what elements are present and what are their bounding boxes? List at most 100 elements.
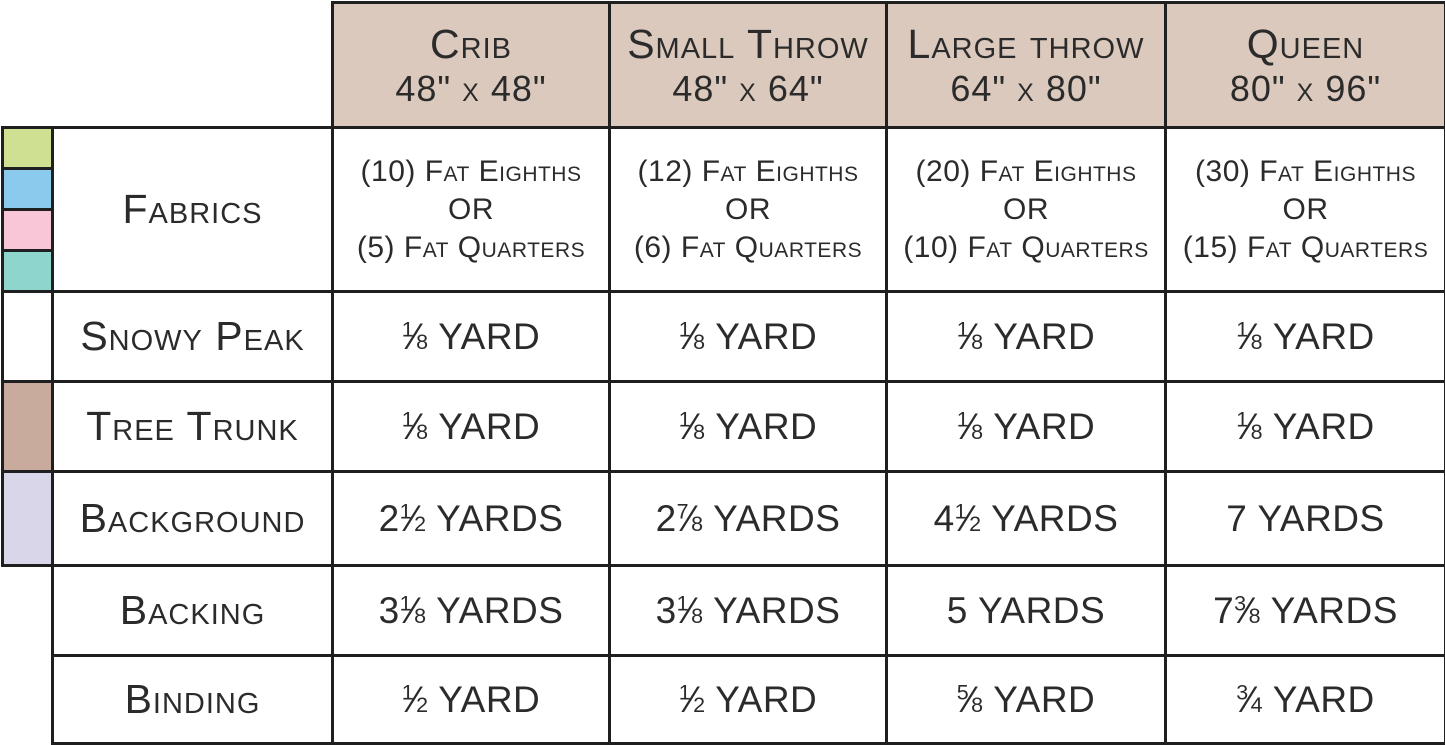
fraction-part: ⁄	[411, 315, 418, 357]
value-cell: 1⁄8 YARD	[608, 290, 888, 383]
fabric-count-line: (10) Fat Quarters	[903, 230, 1149, 264]
size-header-row: Crib 48" x 48" Small Throw 48" x 64" Large t…	[2, 1, 1445, 129]
value-cell: 41⁄2 YARDS	[885, 470, 1167, 567]
fraction-part: ⁄	[1244, 589, 1251, 631]
value-cell: (12) Fat Eighths OR (6) Fat Quarters	[608, 126, 888, 293]
value-cell: 1⁄8 YARD	[885, 380, 1167, 473]
row-label: Fabrics	[51, 126, 334, 293]
fraction-part: 7	[676, 499, 689, 524]
value-cell: (20) Fat Eighths OR (10) Fat Quarters	[885, 126, 1167, 293]
fabric-count-line: OR	[448, 192, 494, 226]
size-name: Queen	[1246, 20, 1365, 67]
fabric-color-swatch	[1, 470, 54, 567]
fraction-part: ⁄	[688, 678, 695, 720]
fraction-part: ⁄	[966, 315, 973, 357]
fabric-swatch-stack	[1, 126, 54, 293]
size-column-header-queen: Queen 80" x 96"	[1164, 1, 1445, 129]
fraction-part: ⁄	[411, 405, 418, 447]
fabric-color-swatch	[1, 380, 54, 473]
value-cell: 1⁄8 YARD	[1164, 290, 1445, 383]
fraction-part: ⁄	[409, 589, 416, 631]
fraction-part: 1	[954, 499, 967, 524]
size-column-header-large-throw: Large throw 64" x 80"	[885, 1, 1167, 129]
fraction-part: 8	[971, 692, 984, 717]
fabric-swatch-stack-inner	[4, 129, 51, 290]
size-dimensions: 80" x 96"	[1229, 67, 1382, 109]
row-label: Snowy Peak	[51, 290, 334, 383]
fraction-part: 1	[678, 407, 691, 432]
fraction-part: ⁄	[409, 497, 416, 539]
fabric-color-swatch	[4, 129, 51, 170]
fraction-part: 8	[1250, 419, 1263, 444]
value-cell: 5⁄8 YARD	[885, 654, 1167, 745]
fraction-part: 2	[414, 511, 427, 536]
size-dimensions: 48" x 48"	[395, 67, 547, 109]
fraction-part: 2	[416, 692, 429, 717]
row-label: Tree Trunk	[51, 380, 334, 473]
size-column-header-small-throw: Small Throw 48" x 64"	[608, 1, 888, 129]
row-label: Background	[51, 470, 334, 567]
row-label: Binding	[51, 654, 334, 745]
fraction-part: 1	[401, 317, 414, 342]
value-cell: 31⁄8 YARDS	[608, 564, 888, 657]
fraction-part: ⁄	[966, 678, 973, 720]
size-dimensions: 48" x 64"	[672, 67, 824, 109]
value-cell: (10) Fat Eighths OR (5) Fat Quarters	[331, 126, 611, 293]
fraction-part: 1	[676, 591, 689, 616]
fraction-part: 8	[691, 603, 704, 628]
fraction-part: 1	[401, 407, 414, 432]
fraction-part: 3	[1234, 591, 1247, 616]
table-row-binding: Binding 1⁄2 YARD 1⁄2 YARD 5⁄8 YARD 3⁄4 YARD	[2, 654, 1445, 745]
size-column-header-crib: Crib 48" x 48"	[331, 1, 611, 129]
fraction-part: 8	[416, 419, 429, 444]
requirements-rows: Fabrics (10) Fat Eighths OR (5) Fat Quarter…	[1, 126, 1445, 745]
table-row-background: Background 21⁄2 YARDS 27⁄8 YARDS 41⁄2 YARDS…	[1, 470, 1445, 567]
value-cell: 1⁄8 YARD	[331, 290, 611, 383]
value-cell: 5 YARDS	[885, 564, 1167, 657]
fraction-part: 5	[956, 680, 969, 705]
fraction-part: ⁄	[686, 589, 693, 631]
fraction-part: 8	[1250, 329, 1263, 354]
table-row-tree-trunk: Tree Trunk 1⁄8 YARD 1⁄8 YARD 1⁄8 YARD 1⁄8 YA…	[1, 380, 1445, 473]
fraction-part: ⁄	[1246, 405, 1253, 447]
table-row-fabrics: Fabrics (10) Fat Eighths OR (5) Fat Quarter…	[1, 126, 1445, 293]
fabric-color-swatch	[1, 290, 54, 383]
value-cell: 1⁄8 YARD	[331, 380, 611, 473]
fraction-part: ⁄	[1246, 315, 1253, 357]
table-row-backing: Backing 31⁄8 YARDS 31⁄8 YARDS 5 YARDS 73⁄8 Y…	[2, 564, 1445, 657]
fabric-color-swatch	[4, 170, 51, 211]
fraction-part: 1	[678, 317, 691, 342]
fraction-part: 8	[1248, 603, 1261, 628]
fabric-color-swatch	[4, 211, 51, 252]
fraction-part: 1	[1236, 317, 1249, 342]
fraction-part: ⁄	[686, 497, 693, 539]
value-cell: 73⁄8 YARDS	[1164, 564, 1445, 657]
header-spacer	[2, 2, 333, 128]
fabric-count-line: (6) Fat Quarters	[633, 230, 863, 264]
fraction-part: 2	[693, 692, 706, 717]
fraction-part: 1	[956, 317, 969, 342]
fraction-part: 8	[691, 511, 704, 536]
fraction-part: 1	[956, 407, 969, 432]
fraction-part: ⁄	[966, 405, 973, 447]
fabric-count-line: OR	[725, 192, 771, 226]
fraction-part: 8	[414, 603, 427, 628]
fabric-count-line: (15) Fat Quarters	[1182, 230, 1429, 264]
fraction-part: 1	[678, 680, 691, 705]
value-cell: 1⁄2 YARD	[331, 654, 611, 745]
fraction-part: 1	[401, 680, 414, 705]
fabric-count-line: (5) Fat Quarters	[356, 230, 586, 264]
size-name: Large throw	[907, 20, 1145, 67]
fraction-part: 2	[969, 511, 982, 536]
fraction-part: 8	[693, 419, 706, 444]
fabric-count-line: (20) Fat Eighths	[915, 154, 1137, 188]
fraction-part: 1	[399, 591, 412, 616]
size-dimensions: 64" x 80"	[950, 67, 1102, 109]
fraction-part: 1	[1236, 407, 1249, 432]
fraction-part: 8	[693, 329, 706, 354]
row-label: Backing	[51, 564, 334, 657]
fraction-part: ⁄	[411, 678, 418, 720]
value-cell: 27⁄8 YARDS	[608, 470, 888, 567]
fraction-part: 1	[399, 499, 412, 524]
